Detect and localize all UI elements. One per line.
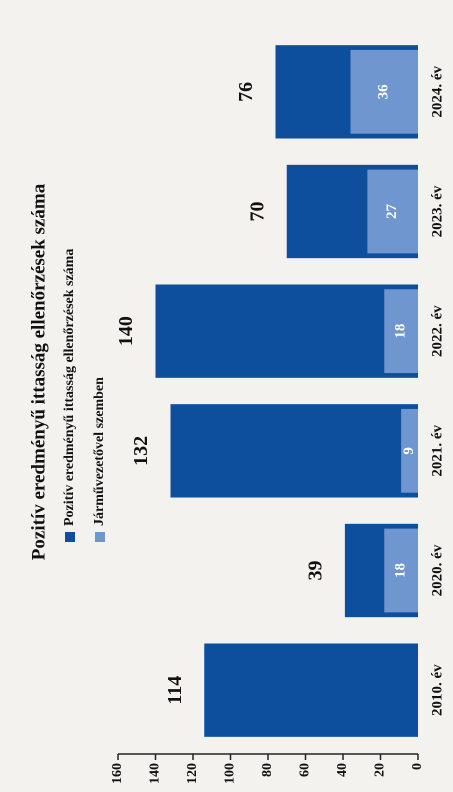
y-tick-label: 120 [185,763,200,784]
data-label: 18 [393,324,409,339]
x-tick-label: 2010. év [429,664,445,716]
legend-label: Járművezetővel szemben [92,377,107,526]
rotated-chart: Pozitív eredményű ittasság ellenőrzések … [28,45,445,784]
x-tick-label: 2024. év [429,66,445,118]
data-label: 140 [115,316,137,346]
data-label: 76 [235,82,257,102]
bar [384,289,418,374]
y-tick-label: 0 [410,763,425,770]
data-label: 132 [130,436,152,466]
data-label: 70 [246,202,268,222]
legend-label: Pozitív eredményű ittasság ellenőrzések … [62,249,77,526]
y-tick-label: 100 [223,763,238,784]
legend-swatch [95,532,105,542]
x-tick-label: 2023. év [429,185,445,237]
x-tick-label: 2020. év [429,544,445,596]
bar [170,404,418,498]
y-tick-label: 140 [148,763,163,784]
bar [367,169,418,254]
data-label: 114 [164,676,186,705]
y-tick-label: 80 [260,763,275,777]
y-tick-label: 60 [298,763,313,777]
y-tick-label: 20 [373,763,388,777]
bar [384,528,418,613]
legend-swatch [65,532,75,542]
data-label: 27 [384,204,400,220]
chart-title: Pozitív eredményű ittasság ellenőrzések … [28,183,49,560]
data-label: 39 [304,561,326,581]
data-label: 18 [393,563,409,578]
data-label: 36 [376,84,392,100]
bar [155,284,418,378]
x-tick-label: 2021. év [429,425,445,477]
bar [204,643,418,737]
y-tick-label: 160 [110,763,125,784]
x-tick-label: 2022. év [429,305,445,357]
y-tick-label: 40 [335,763,350,777]
data-label: 9 [401,447,417,455]
bar [401,408,418,493]
bar [350,49,418,134]
